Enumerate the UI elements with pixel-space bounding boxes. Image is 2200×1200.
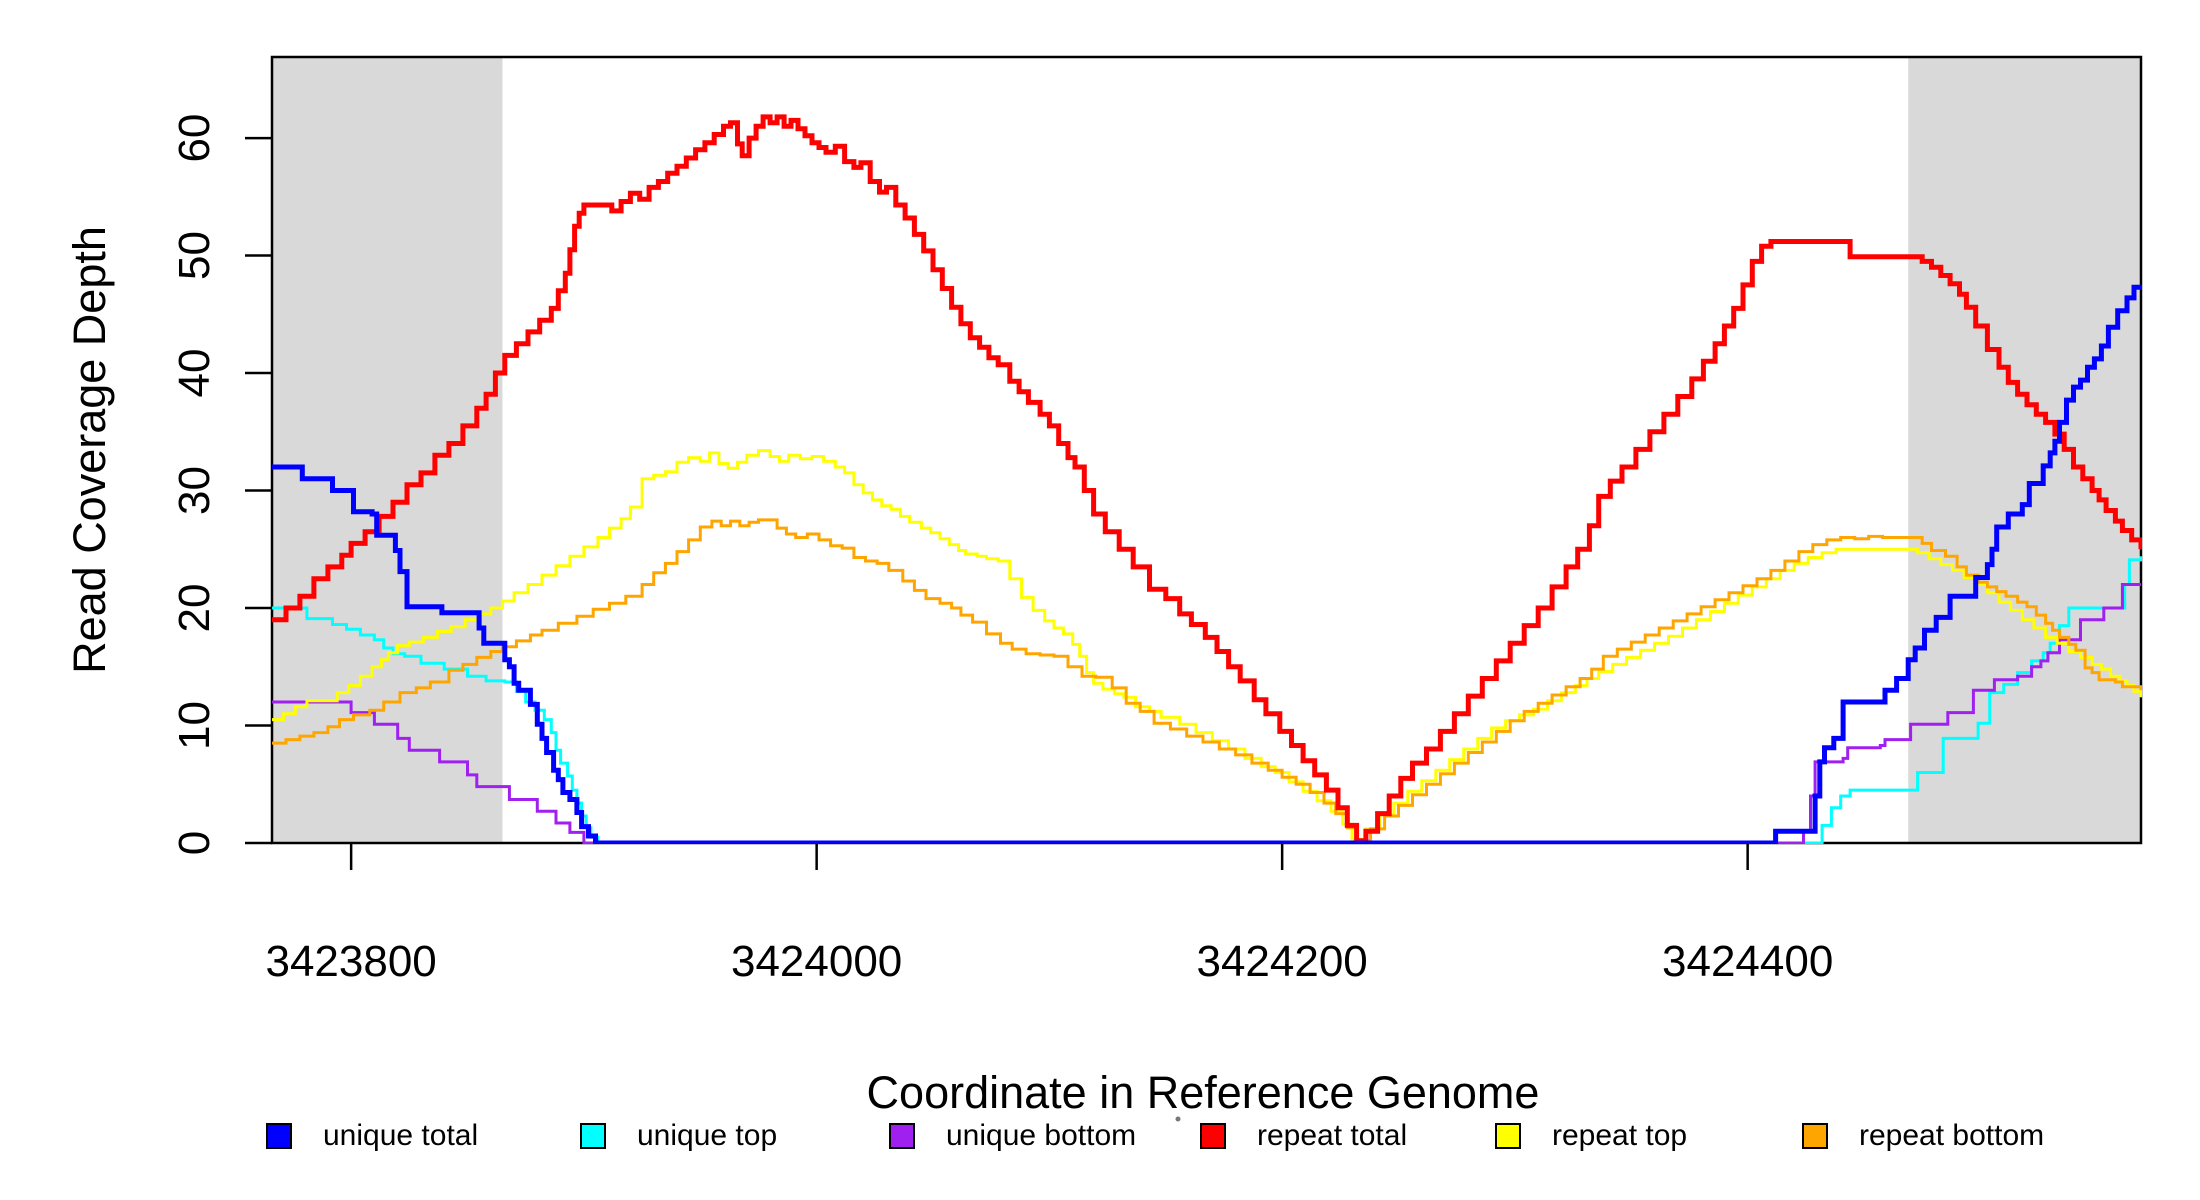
legend-swatch-unique-bottom	[889, 1123, 915, 1149]
legend-swatch-repeat-total	[1200, 1123, 1226, 1149]
shaded-region	[272, 57, 503, 843]
shaded-regions	[272, 57, 2141, 843]
legend-label: unique total	[323, 1119, 479, 1152]
y-tick-label: 20	[170, 584, 219, 633]
legend-label: unique top	[637, 1119, 778, 1152]
x-tick-label: 3424000	[731, 937, 902, 986]
legend-item-unique-bottom: unique bottom	[889, 1119, 1137, 1152]
legend-item-repeat-total: repeat total	[1200, 1119, 1408, 1152]
legend-label: unique bottom	[946, 1119, 1137, 1152]
legend-item-unique-total: unique total	[266, 1119, 479, 1152]
legend-title-dot	[1175, 1116, 1181, 1122]
series-lines	[272, 114, 2142, 844]
x-tick-label: 3424200	[1196, 937, 1367, 986]
series-line-unique-bottom	[272, 583, 2141, 844]
axes: 3423800 3424000 3424200 3424400 0 10 20 30 40 50 6…	[170, 114, 1833, 986]
y-tick-label: 0	[170, 831, 219, 855]
x-axis-title: Coordinate in Reference Genome	[867, 1067, 1540, 1118]
legend-item-repeat-bottom: repeat bottom	[1802, 1119, 2045, 1152]
legend-swatch-unique-total	[266, 1123, 292, 1149]
legend-label: repeat total	[1257, 1119, 1408, 1152]
legend-swatch-repeat-top	[1495, 1123, 1521, 1149]
series-line-repeat-bottom	[272, 518, 2142, 843]
x-tick-label: 3424400	[1662, 937, 1833, 986]
legend-swatch-unique-top	[580, 1123, 606, 1149]
legend-label: repeat top	[1552, 1119, 1688, 1152]
x-tick-label: 3423800	[265, 937, 436, 986]
y-tick-label: 10	[170, 701, 219, 750]
legend-label: repeat bottom	[1859, 1119, 2045, 1152]
y-axis-title: Read Coverage Depth	[64, 226, 115, 674]
legend-item-unique-top: unique top	[580, 1119, 778, 1152]
series-line-repeat-top	[272, 449, 2142, 841]
series-line-unique-total	[272, 284, 2142, 844]
series-line-repeat-total	[272, 114, 2142, 844]
y-tick-label: 50	[170, 231, 219, 280]
legend-swatch-repeat-bottom	[1802, 1123, 1828, 1149]
y-tick-label: 40	[170, 349, 219, 398]
y-tick-label: 30	[170, 466, 219, 515]
y-tick-label: 60	[170, 114, 219, 163]
legend-item-repeat-top: repeat top	[1495, 1119, 1688, 1152]
